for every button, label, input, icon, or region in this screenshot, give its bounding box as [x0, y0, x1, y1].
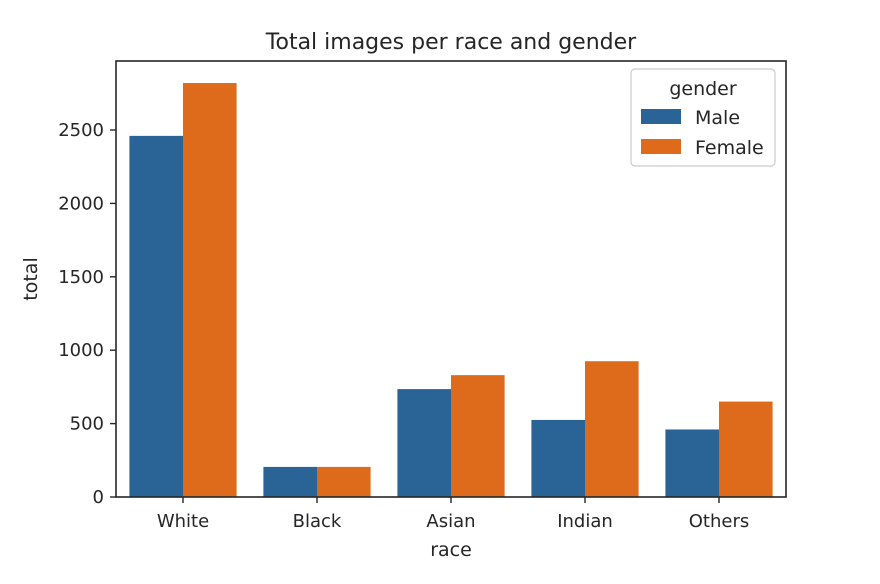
y-tick-label: 0: [93, 487, 104, 508]
bar-male-asian: [397, 389, 451, 497]
legend: gender Male Female: [630, 68, 776, 167]
legend-label-female: Female: [695, 137, 764, 159]
bar-male-white: [129, 135, 183, 497]
bar-female-others: [719, 401, 773, 497]
y-tick-label: 500: [70, 414, 104, 435]
legend-swatch-male: [641, 109, 681, 124]
x-axis-label: race: [430, 539, 472, 561]
x-tick-label: Asian: [426, 511, 475, 532]
chart-title: Total images per race and gender: [265, 30, 637, 55]
y-tick-label: 1000: [58, 340, 104, 361]
bar-female-asian: [451, 375, 505, 497]
bar-male-indian: [531, 419, 585, 497]
x-tick-label: Others: [689, 511, 750, 532]
bars-layer: [129, 83, 773, 497]
bar-female-indian: [585, 361, 639, 497]
legend-swatch-female: [641, 139, 681, 154]
x-tick-label: White: [157, 511, 209, 532]
y-tick-label: 1500: [58, 267, 104, 288]
legend-label-male: Male: [695, 107, 740, 129]
bar-male-others: [665, 429, 719, 497]
x-axis-ticks: White Black Asian Indian Others: [157, 497, 749, 532]
x-tick-label: Indian: [557, 511, 613, 532]
x-tick-label: Black: [293, 511, 342, 532]
y-tick-label: 2000: [58, 193, 104, 214]
y-tick-label: 2500: [58, 120, 104, 141]
bar-female-black: [317, 466, 371, 497]
y-axis-label: total: [20, 257, 42, 300]
bar-female-white: [183, 83, 237, 497]
legend-title: gender: [669, 78, 737, 100]
bar-male-black: [263, 466, 317, 497]
y-axis-ticks: 0 500 1000 1500 2000 2500: [58, 120, 116, 508]
